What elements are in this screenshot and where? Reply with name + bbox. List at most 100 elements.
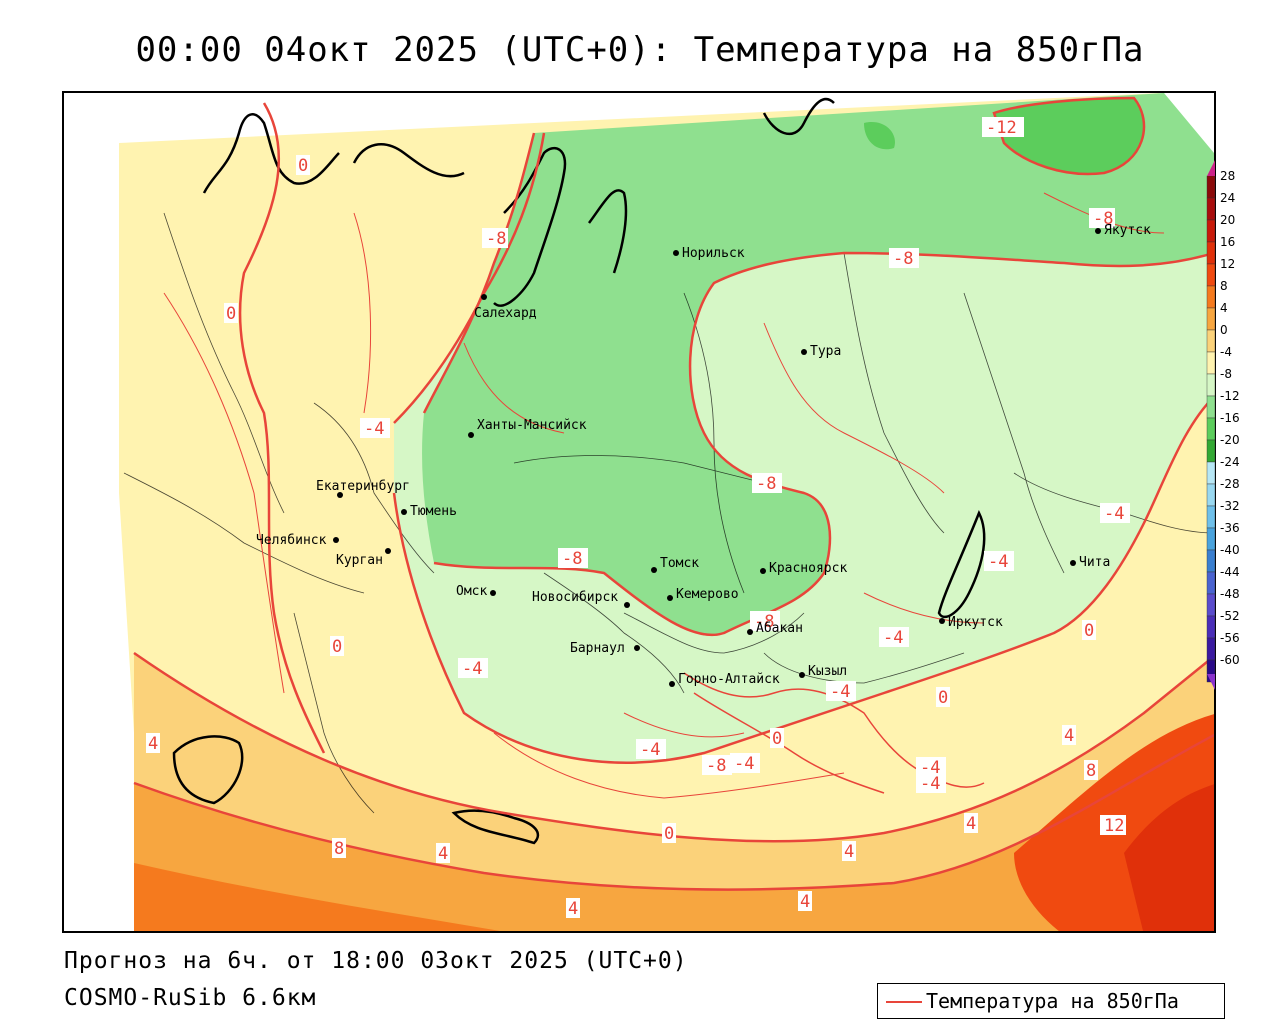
city-dot [337,492,343,498]
city-label: Кызыл [808,664,847,679]
colorbar-tick-label: 20 [1220,213,1235,227]
contour-label: -12 [986,118,1017,138]
colorbar-tick-label: 0 [1220,323,1228,337]
contour-label: 0 [938,688,948,708]
colorbar-tick-label: -48 [1220,587,1240,601]
colorbar-tick-label: -36 [1220,521,1240,535]
colorbar-cell [1206,285,1216,309]
city-dot [799,672,805,678]
colorbar-tick-label: 8 [1220,279,1228,293]
colorbar-tick-label: -16 [1220,411,1240,425]
city-label: Челябинск [256,533,327,548]
contour-label: 0 [332,637,342,657]
colorbar-cell [1206,263,1216,287]
temperature-colorbar: 28 24 20 16 12 8 4 0 -4 -8 -12 -16 -20 -24 -28 -32 -36 -4… [1206,160,1240,690]
colorbar-cell [1206,329,1216,353]
colorbar-cell [1206,219,1216,243]
city-dot [1070,560,1076,566]
city-label: Курган [336,553,383,568]
contour-label: -4 [364,419,384,439]
city-label: Иркутск [948,615,1003,630]
city-dot [401,509,407,515]
colorbar-cell [1206,241,1216,265]
colorbar-tick-label: -28 [1220,477,1240,491]
map-title: 00:00 04окт 2025 (UTC+0): Температура на… [135,30,1145,70]
colorbar-cell [1206,175,1216,199]
colorbar-tick-label: -24 [1220,455,1240,469]
contour-label: -8 [706,756,726,776]
contour-label: -8 [1093,209,1113,229]
warm-band-12 [134,863,501,931]
colorbar-tick-label: -8 [1220,367,1232,381]
city-label: Чита [1079,555,1110,570]
colorbar-tick-label: -60 [1220,653,1240,667]
warm-band-se2 [1124,784,1214,931]
city-dot [468,432,474,438]
colorbar-cell [1206,571,1216,595]
colorbar-cell [1206,351,1216,375]
city-label: Омск [456,584,487,599]
contour-label: 4 [966,814,976,834]
warm-band-8 [134,735,1214,931]
colorbar-tick-label: -44 [1220,565,1240,579]
city-dot [673,250,679,256]
city-dot [801,349,807,355]
city-dot [760,568,766,574]
colorbar-cell [1206,197,1216,221]
city-label: Новосибирск [532,590,618,605]
colorbar-tick-label: -20 [1220,433,1240,447]
model-name: COSMO-RuSib 6.6км [64,985,317,1011]
legend-line-swatch [886,1001,922,1003]
city-dot [385,548,391,554]
city-label: Барнаул [570,641,625,656]
contour-label: 8 [334,839,344,859]
contour-label: -4 [1104,504,1124,524]
colorbar-cell [1206,307,1216,331]
city-dot [333,537,339,543]
city-dot [490,590,496,596]
colorbar-cell [1206,505,1216,529]
colorbar-cell [1206,395,1216,419]
contour-label: 4 [1064,726,1074,746]
contour-label: -4 [883,628,903,648]
contour-labels: -12 -8 -8 -8 0 -8 0 -4 -8 -4 -4 -4 -4 0 … [146,117,1130,919]
city-markers: Норильск Якутск Салехард Тура Ханты-Манс… [256,223,1151,687]
colorbar-cell [1206,615,1216,639]
colorbar-cells [1206,175,1216,683]
colorbar-tick-label: -32 [1220,499,1240,513]
city-dot [747,629,753,635]
city-label: Томск [660,556,699,571]
forecast-info: Прогноз на 6ч. от 18:00 03окт 2025 (UTC+… [64,948,688,974]
city-dot [624,602,630,608]
legend-label: Температура на 850гПа [926,989,1179,1013]
cold-zone-12 [994,98,1144,174]
city-label: Абакан [756,621,803,636]
city-label: Красноярск [769,561,847,576]
city-label: Салехард [474,306,537,321]
city-dot [939,618,945,624]
colorbar-tick-label: 12 [1220,257,1235,271]
contour-label: -4 [640,740,660,760]
colorbar-bottom-arrow [1207,674,1215,690]
colorbar-cell [1206,417,1216,441]
city-label: Кемерово [676,587,739,602]
colorbar-tick-labels: 28 24 20 16 12 8 4 0 -4 -8 -12 -16 -20 -24 -28 -32 -36 -4… [1220,169,1240,667]
contour-label: 4 [800,892,810,912]
city-label: Екатеринбург [316,479,410,494]
colorbar-tick-label: -12 [1220,389,1240,403]
cold-zone-8 [422,93,1214,635]
contour-label: 0 [772,729,782,749]
contour-label: -4 [734,754,754,774]
city-label: Ханты-Мансийск [477,418,587,433]
contour-label: 0 [1084,621,1094,641]
contour-label: -8 [756,474,776,494]
colorbar-cell [1206,549,1216,573]
contour-label: 4 [844,842,854,862]
cold-patch [864,122,895,150]
contour-label: 12 [1104,816,1124,836]
city-label: Тюмень [410,504,457,519]
colorbar-tick-label: 4 [1220,301,1228,315]
city-label: Норильск [682,246,745,261]
city-dot [667,595,673,601]
contour-label: 4 [148,734,158,754]
